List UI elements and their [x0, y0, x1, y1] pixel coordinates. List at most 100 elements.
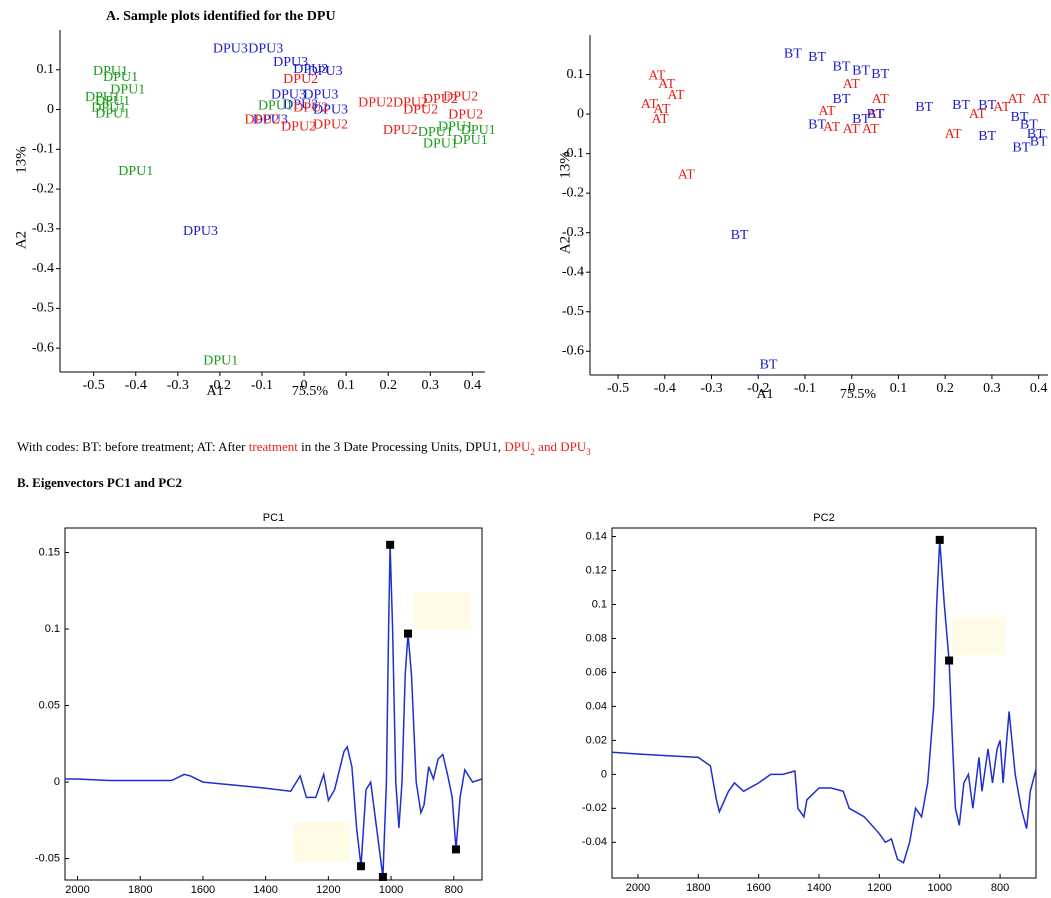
point-label: DPU2 [423, 92, 458, 107]
caption-text: treatment [249, 439, 298, 454]
point-label: BT [1020, 117, 1038, 132]
caption-text: With codes: BT: before treatment; AT: Af… [17, 439, 249, 454]
point-label: BT [871, 67, 889, 82]
point-marker [935, 535, 944, 544]
y-tick-label: 0.1 [45, 623, 60, 635]
point-label: AT [872, 92, 890, 107]
point-label: DPU1 [95, 94, 130, 109]
y-tick-label: -0.6 [562, 343, 584, 358]
annotation-box [952, 617, 1005, 655]
point-label: DPU1 [110, 82, 145, 97]
point-marker [451, 845, 460, 854]
point-label: DPU1 [423, 137, 458, 152]
y-tick-label: -0.4 [32, 261, 54, 276]
x-tick-label: 0.4 [1030, 381, 1048, 396]
point-label: BT [978, 129, 996, 144]
y-tick-label: -0.5 [32, 301, 54, 316]
point-label: DPU3 [308, 64, 343, 79]
point-label: AT [843, 77, 861, 92]
y-tick-label: 0.06 [586, 666, 607, 678]
y-tick-label: -0.6 [32, 340, 54, 355]
x-axis-label: 75.5% [840, 387, 877, 402]
y-tick-label: 0.1 [567, 67, 585, 82]
point-label: AT [658, 77, 676, 92]
point-label: DPU2 [244, 112, 279, 127]
point-label: DPU1 [118, 164, 153, 179]
caption-text: and DPU [535, 439, 587, 454]
x-tick-label: -0.4 [654, 381, 676, 396]
y-tick-label: -0.5 [562, 304, 584, 319]
y-axis-label: A2 [13, 231, 29, 249]
point-label: AT [678, 168, 696, 183]
point-label: BT [852, 64, 870, 79]
point-marker [378, 872, 387, 881]
point-label: BT [1027, 127, 1045, 142]
point-label: DPU1 [258, 99, 293, 114]
point-label: AT [969, 107, 987, 122]
x-tick-label: 1800 [686, 882, 710, 894]
point-label: AT [867, 107, 885, 122]
point-label: DPU1 [85, 90, 120, 105]
y-tick-label: 0.1 [37, 62, 55, 77]
point-label: DPU2 [313, 118, 348, 133]
point-marker [356, 862, 365, 871]
point-label: BT [978, 98, 996, 113]
point-label: AT [843, 122, 861, 137]
point-label: DPU1 [438, 120, 473, 135]
point-label: AT [667, 88, 685, 103]
x-tick-label: 0.2 [936, 381, 954, 396]
point-label: DPU2 [443, 89, 478, 104]
x-tick-label: 1200 [316, 884, 340, 896]
x-tick-label: 1400 [253, 884, 277, 896]
point-label: AT [641, 97, 659, 112]
point-label: BT [852, 112, 870, 127]
point-label: DPU3 [248, 42, 283, 57]
caption: With codes: BT: before treatment; AT: Af… [17, 439, 591, 457]
point-label: BT [1012, 140, 1030, 155]
x-tick-label: 1000 [379, 884, 403, 896]
y-tick-label: 0.1 [592, 598, 607, 610]
point-label: AT [823, 120, 841, 135]
plot-frame [611, 527, 1037, 879]
y-tick-label: 0 [47, 102, 54, 117]
point-label: DPU3 [293, 62, 328, 77]
caption-subscript: 2 [530, 447, 535, 457]
annotation-box [293, 822, 350, 862]
caption-text: in the 3 Date Processing Units, DPU1, [298, 439, 505, 454]
x-axis-label: A1 [206, 384, 223, 399]
x-tick-label: 1600 [191, 884, 215, 896]
x-tick-label: -0.2 [747, 381, 769, 396]
x-tick-label: -0.5 [607, 381, 629, 396]
point-label: DPU3 [213, 42, 248, 57]
x-tick-label: 0.1 [890, 381, 908, 396]
y-tick-label: 0.08 [586, 632, 607, 644]
x-tick-label: -0.1 [251, 378, 273, 393]
x-tick-label: 0 [848, 381, 855, 396]
point-label: DPU1 [93, 64, 128, 79]
x-tick-label: -0.1 [794, 381, 816, 396]
x-tick-label: 0.3 [983, 381, 1001, 396]
y-tick-label: 0 [54, 776, 60, 788]
point-label: DPU1 [91, 101, 126, 116]
point-label: DPU2 [283, 72, 318, 87]
y-tick-label: -0.2 [32, 181, 54, 196]
point-label: DPU1 [103, 70, 138, 85]
y-axis-label: 13% [557, 151, 573, 179]
x-tick-label: 2000 [626, 882, 650, 894]
point-label: AT [652, 112, 670, 127]
point-label: BT [731, 228, 749, 243]
point-label: BT [760, 357, 778, 372]
caption-subscript: 3 [586, 447, 591, 457]
point-label: AT [945, 127, 963, 142]
point-label: DPU3 [271, 87, 306, 102]
point-label: DPU2 [393, 95, 428, 110]
y-tick-label: -0.04 [582, 836, 607, 848]
point-label: AT [862, 122, 880, 137]
x-tick-label: -0.3 [700, 381, 722, 396]
point-label: AT [818, 104, 836, 119]
point-label: DPU2 [358, 95, 393, 110]
point-label: DPU1 [203, 353, 238, 368]
y-tick-label: -0.3 [32, 221, 54, 236]
